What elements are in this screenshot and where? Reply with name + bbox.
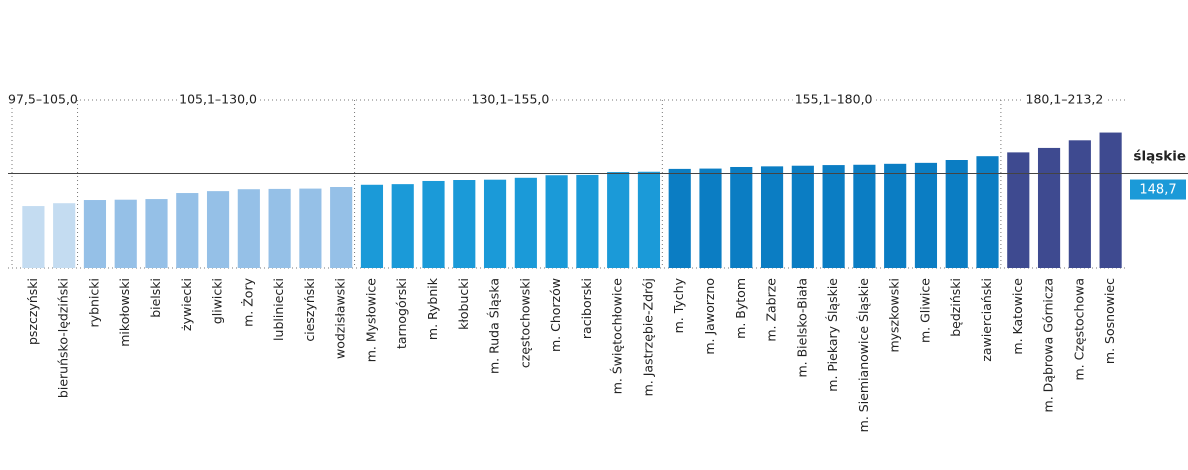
- group-label: 180,1–213,2: [1026, 92, 1104, 107]
- chart: pszczyński bieruńsko-lędziński rybnicki mik…: [0, 0, 1188, 470]
- bar: [176, 193, 198, 268]
- x-tick-label: myszkowski: [887, 278, 902, 353]
- group-label: 97,5–105,0: [8, 92, 78, 107]
- bar: [730, 167, 752, 268]
- x-tick-label: m. Sosnowiec: [1102, 278, 1117, 364]
- bar: [22, 206, 44, 268]
- x-tick-label: m. Zabrze: [764, 278, 779, 342]
- x-tick-label: m. Tychy: [671, 277, 686, 333]
- x-tick-label: m. Katowice: [1010, 278, 1025, 355]
- bar: [576, 175, 598, 268]
- x-tick-label: lubliniecki: [271, 278, 286, 341]
- bar: [422, 181, 444, 268]
- x-tick-label: raciborski: [579, 278, 594, 339]
- group-label: 130,1–155,0: [472, 92, 550, 107]
- bar: [1038, 148, 1060, 268]
- x-tick-label: m. Chorzów: [548, 278, 563, 352]
- x-tick-label: m. Jaworzno: [702, 278, 717, 355]
- x-tick-label: wodzisławski: [333, 278, 348, 359]
- bar: [915, 163, 937, 268]
- x-tick-label: m. Siemianowice Śląskie: [856, 278, 871, 433]
- bar: [392, 184, 414, 268]
- group-label: 105,1–130,0: [179, 92, 257, 107]
- bar: [269, 189, 291, 268]
- group-label: 155,1–180,0: [795, 92, 873, 107]
- x-tick-label: m. Żory: [240, 277, 255, 326]
- bar: [1069, 140, 1091, 268]
- x-tick-label: gliwicki: [210, 278, 225, 324]
- reference-label: śląskie: [1133, 149, 1186, 165]
- bar: [238, 189, 260, 268]
- x-tick-label: m. Bytom: [733, 278, 748, 339]
- x-tick-label: m. Świętochłowice: [610, 278, 625, 395]
- x-tick-label: żywiecki: [179, 278, 194, 331]
- x-tick-label: m. Bielsko-Biała: [794, 278, 809, 378]
- bar: [607, 172, 629, 268]
- x-tick-label: tarnogórski: [394, 278, 409, 349]
- bar: [792, 166, 814, 268]
- bar: [823, 165, 845, 268]
- bar: [853, 165, 875, 268]
- bar: [699, 169, 721, 268]
- bar: [884, 164, 906, 268]
- x-tick-label: m. Gliwice: [917, 278, 932, 343]
- bar: [330, 187, 352, 268]
- bar: [638, 172, 660, 268]
- x-tick-label: m. Ruda Śląska: [487, 278, 502, 374]
- bar: [299, 189, 321, 268]
- x-tick-label: m. Dąbrowa Górnicza: [1041, 278, 1056, 412]
- x-tick-label: bieruńsko-lędziński: [56, 278, 71, 398]
- bar: [546, 175, 568, 268]
- x-tick-label: m. Częstochowa: [1071, 278, 1086, 381]
- x-tick-label: zawierciański: [979, 278, 994, 362]
- x-tick-label: mikołowski: [117, 278, 132, 347]
- x-tick-label: m. Mysłowice: [363, 278, 378, 363]
- x-tick-label: cieszyński: [302, 278, 317, 342]
- bar: [761, 166, 783, 268]
- x-tick-label: m. Piekary Śląskie: [825, 278, 840, 392]
- x-tick-label: rybnicki: [86, 278, 101, 327]
- x-tick-label: będziński: [948, 278, 963, 337]
- x-tick-label: bielski: [148, 278, 163, 318]
- bar: [453, 180, 475, 268]
- reference-value: 148,7: [1139, 183, 1176, 198]
- bar: [946, 160, 968, 268]
- bar: [484, 180, 506, 268]
- bar: [207, 191, 229, 268]
- x-tick-label: kłobucki: [456, 278, 471, 330]
- bar: [976, 156, 998, 268]
- bar: [361, 185, 383, 268]
- x-tick-label: pszczyński: [25, 278, 40, 345]
- x-tick-label: m. Jastrzębie-Zdrój: [640, 278, 655, 396]
- bar: [145, 199, 167, 268]
- bar: [53, 203, 75, 268]
- x-tick-label: m. Rybnik: [425, 277, 440, 340]
- bar: [669, 169, 691, 268]
- bar: [515, 178, 537, 268]
- x-tick-label: częstochowski: [517, 278, 532, 368]
- bar: [115, 200, 137, 268]
- bar: [1100, 133, 1122, 268]
- bar: [1007, 152, 1029, 268]
- bar: [84, 200, 106, 268]
